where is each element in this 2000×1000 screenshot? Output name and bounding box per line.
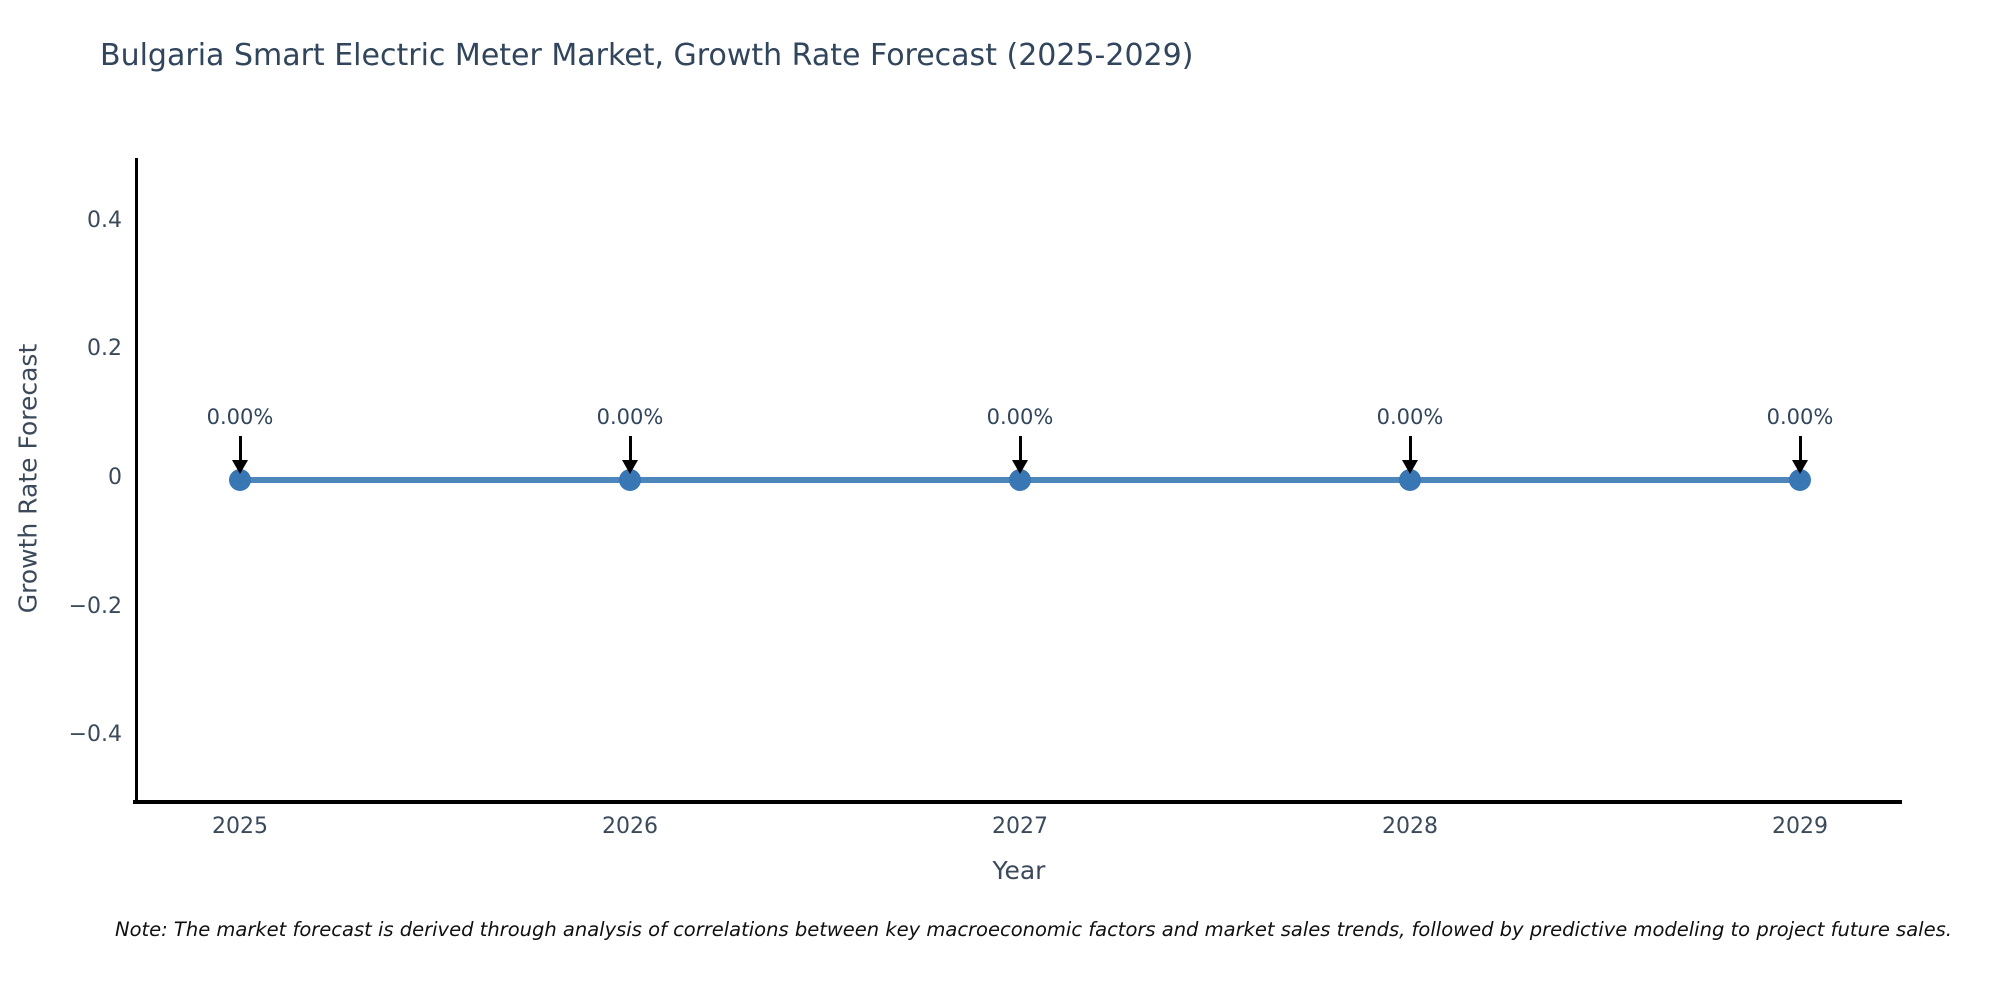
x-tick-label: 2025 — [212, 814, 268, 839]
annotation-arrow-head-icon — [1012, 460, 1028, 474]
point-value-label: 0.00% — [1766, 405, 1834, 429]
x-tick-label: 2026 — [602, 814, 658, 839]
y-axis-line — [135, 158, 138, 804]
data-point-marker — [1009, 469, 1031, 491]
data-point-marker — [619, 469, 641, 491]
point-value-label: 0.00% — [596, 405, 664, 429]
data-point-marker — [1789, 469, 1811, 491]
chart-title: Bulgaria Smart Electric Meter Market, Gr… — [100, 38, 1194, 73]
annotation-arrow-head-icon — [622, 460, 638, 474]
annotation-arrow-stem — [238, 436, 242, 460]
annotation-arrow-stem — [1018, 436, 1022, 460]
data-point-marker — [229, 469, 251, 491]
point-value-label: 0.00% — [986, 405, 1054, 429]
annotation-arrow-stem — [628, 436, 632, 460]
point-value-label: 0.00% — [1376, 405, 1444, 429]
x-tick-label: 2028 — [1382, 814, 1438, 839]
y-tick-label: 0 — [108, 465, 122, 490]
annotation-arrow-stem — [1798, 436, 1802, 460]
annotation-arrow-head-icon — [1402, 460, 1418, 474]
annotation-arrow-stem — [1408, 436, 1412, 460]
x-tick-label: 2027 — [992, 814, 1048, 839]
y-tick-label: −0.4 — [68, 722, 122, 748]
y-tick-label: 0.4 — [87, 207, 122, 233]
x-tick-label: 2029 — [1772, 814, 1828, 839]
annotation-arrow-head-icon — [232, 460, 248, 474]
x-axis-title: Year — [992, 856, 1046, 885]
data-point-marker — [1399, 469, 1421, 491]
y-tick-label: 0.2 — [87, 336, 122, 362]
x-axis-line — [133, 800, 1902, 804]
annotation-arrow-head-icon — [1792, 460, 1808, 474]
point-value-label: 0.00% — [206, 405, 274, 429]
footnote: Note: The market forecast is derived thr… — [115, 918, 1952, 941]
y-tick-label: −0.2 — [68, 593, 122, 619]
